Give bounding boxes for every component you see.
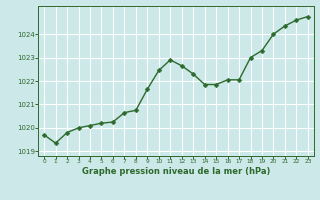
X-axis label: Graphe pression niveau de la mer (hPa): Graphe pression niveau de la mer (hPa) [82,167,270,176]
